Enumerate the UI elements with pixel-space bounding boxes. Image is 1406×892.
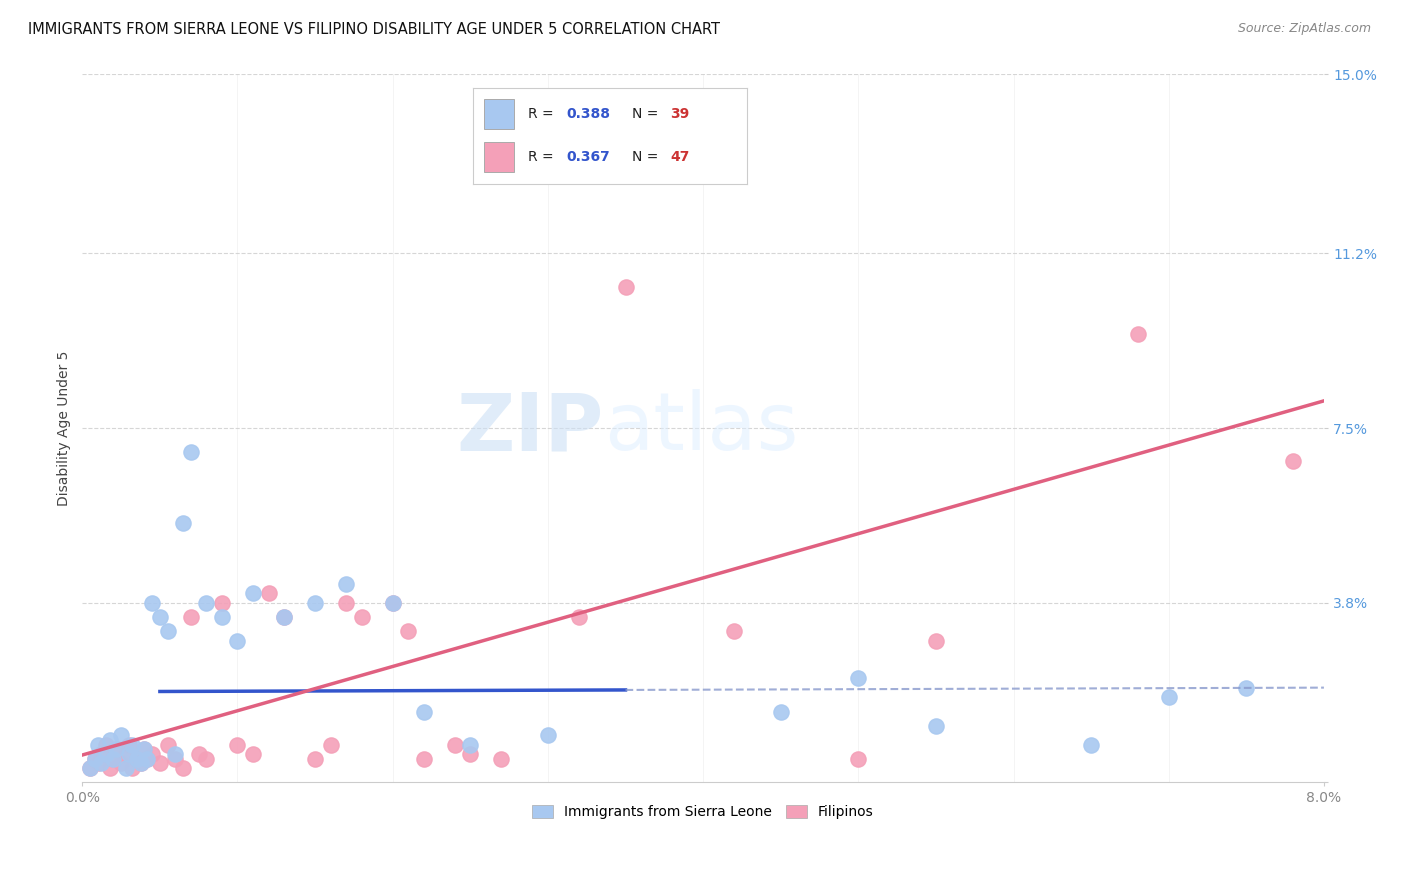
Text: atlas: atlas [603, 389, 799, 467]
Point [134, 742, 156, 756]
Point [1234, 681, 1257, 695]
Point [90, 747, 112, 761]
Point [1282, 454, 1305, 468]
Point [335, 596, 357, 610]
Point [443, 738, 465, 752]
Point [121, 761, 143, 775]
Point [304, 596, 326, 610]
Point [94, 747, 117, 761]
Point [129, 756, 152, 771]
Point [211, 596, 233, 610]
Point [180, 444, 202, 458]
Point [134, 742, 156, 756]
Point [925, 633, 948, 648]
Point [156, 624, 179, 639]
Point [319, 738, 342, 752]
Point [180, 610, 202, 624]
Point [165, 752, 187, 766]
Point [723, 624, 745, 639]
Point [226, 633, 249, 648]
Point [79, 761, 101, 775]
Point [1126, 326, 1149, 341]
Point [98, 761, 121, 775]
Point [105, 742, 128, 756]
Point [83, 752, 105, 766]
Point [846, 752, 869, 766]
Point [458, 747, 481, 761]
Point [172, 761, 194, 775]
Point [118, 738, 141, 752]
Point [79, 761, 101, 775]
Point [458, 738, 481, 752]
Point [141, 596, 163, 610]
Point [87, 756, 110, 771]
Point [136, 752, 159, 766]
Point [94, 738, 117, 752]
Point [110, 756, 132, 771]
Point [195, 752, 218, 766]
Point [87, 738, 110, 752]
Text: Source: ZipAtlas.com: Source: ZipAtlas.com [1237, 22, 1371, 36]
Point [118, 747, 141, 761]
Point [335, 577, 357, 591]
Point [412, 752, 434, 766]
Point [149, 756, 172, 771]
Point [412, 705, 434, 719]
Point [110, 728, 132, 742]
Point [846, 672, 869, 686]
Point [568, 610, 591, 624]
Point [1157, 690, 1180, 705]
Legend: Immigrants from Sierra Leone, Filipinos: Immigrants from Sierra Leone, Filipinos [527, 800, 879, 825]
Point [304, 752, 326, 766]
Point [149, 610, 172, 624]
Point [125, 752, 148, 766]
Point [165, 747, 187, 761]
Point [350, 610, 373, 624]
Point [925, 719, 948, 733]
Point [141, 747, 163, 761]
Point [103, 752, 125, 766]
Point [105, 742, 128, 756]
Y-axis label: Disability Age Under 5: Disability Age Under 5 [58, 351, 72, 506]
Point [129, 756, 152, 771]
Point [172, 516, 194, 530]
Point [396, 624, 419, 639]
Point [614, 279, 637, 293]
Point [537, 728, 560, 742]
Point [187, 747, 209, 761]
Text: IMMIGRANTS FROM SIERRA LEONE VS FILIPINO DISABILITY AGE UNDER 5 CORRELATION CHAR: IMMIGRANTS FROM SIERRA LEONE VS FILIPINO… [28, 22, 720, 37]
Point [226, 738, 249, 752]
Point [90, 756, 112, 771]
Point [121, 738, 143, 752]
Point [98, 732, 121, 747]
Point [1080, 738, 1102, 752]
Point [381, 596, 404, 610]
Point [273, 610, 295, 624]
Point [381, 596, 404, 610]
Point [103, 752, 125, 766]
Point [156, 738, 179, 752]
Point [242, 747, 264, 761]
Point [114, 761, 136, 775]
Point [257, 586, 280, 600]
Point [211, 610, 233, 624]
Text: ZIP: ZIP [457, 389, 603, 467]
Point [769, 705, 792, 719]
Point [506, 161, 529, 176]
Point [195, 596, 218, 610]
Point [114, 747, 136, 761]
Point [83, 752, 105, 766]
Point [136, 752, 159, 766]
Point [491, 752, 513, 766]
Point [242, 586, 264, 600]
Point [273, 610, 295, 624]
Point [125, 752, 148, 766]
